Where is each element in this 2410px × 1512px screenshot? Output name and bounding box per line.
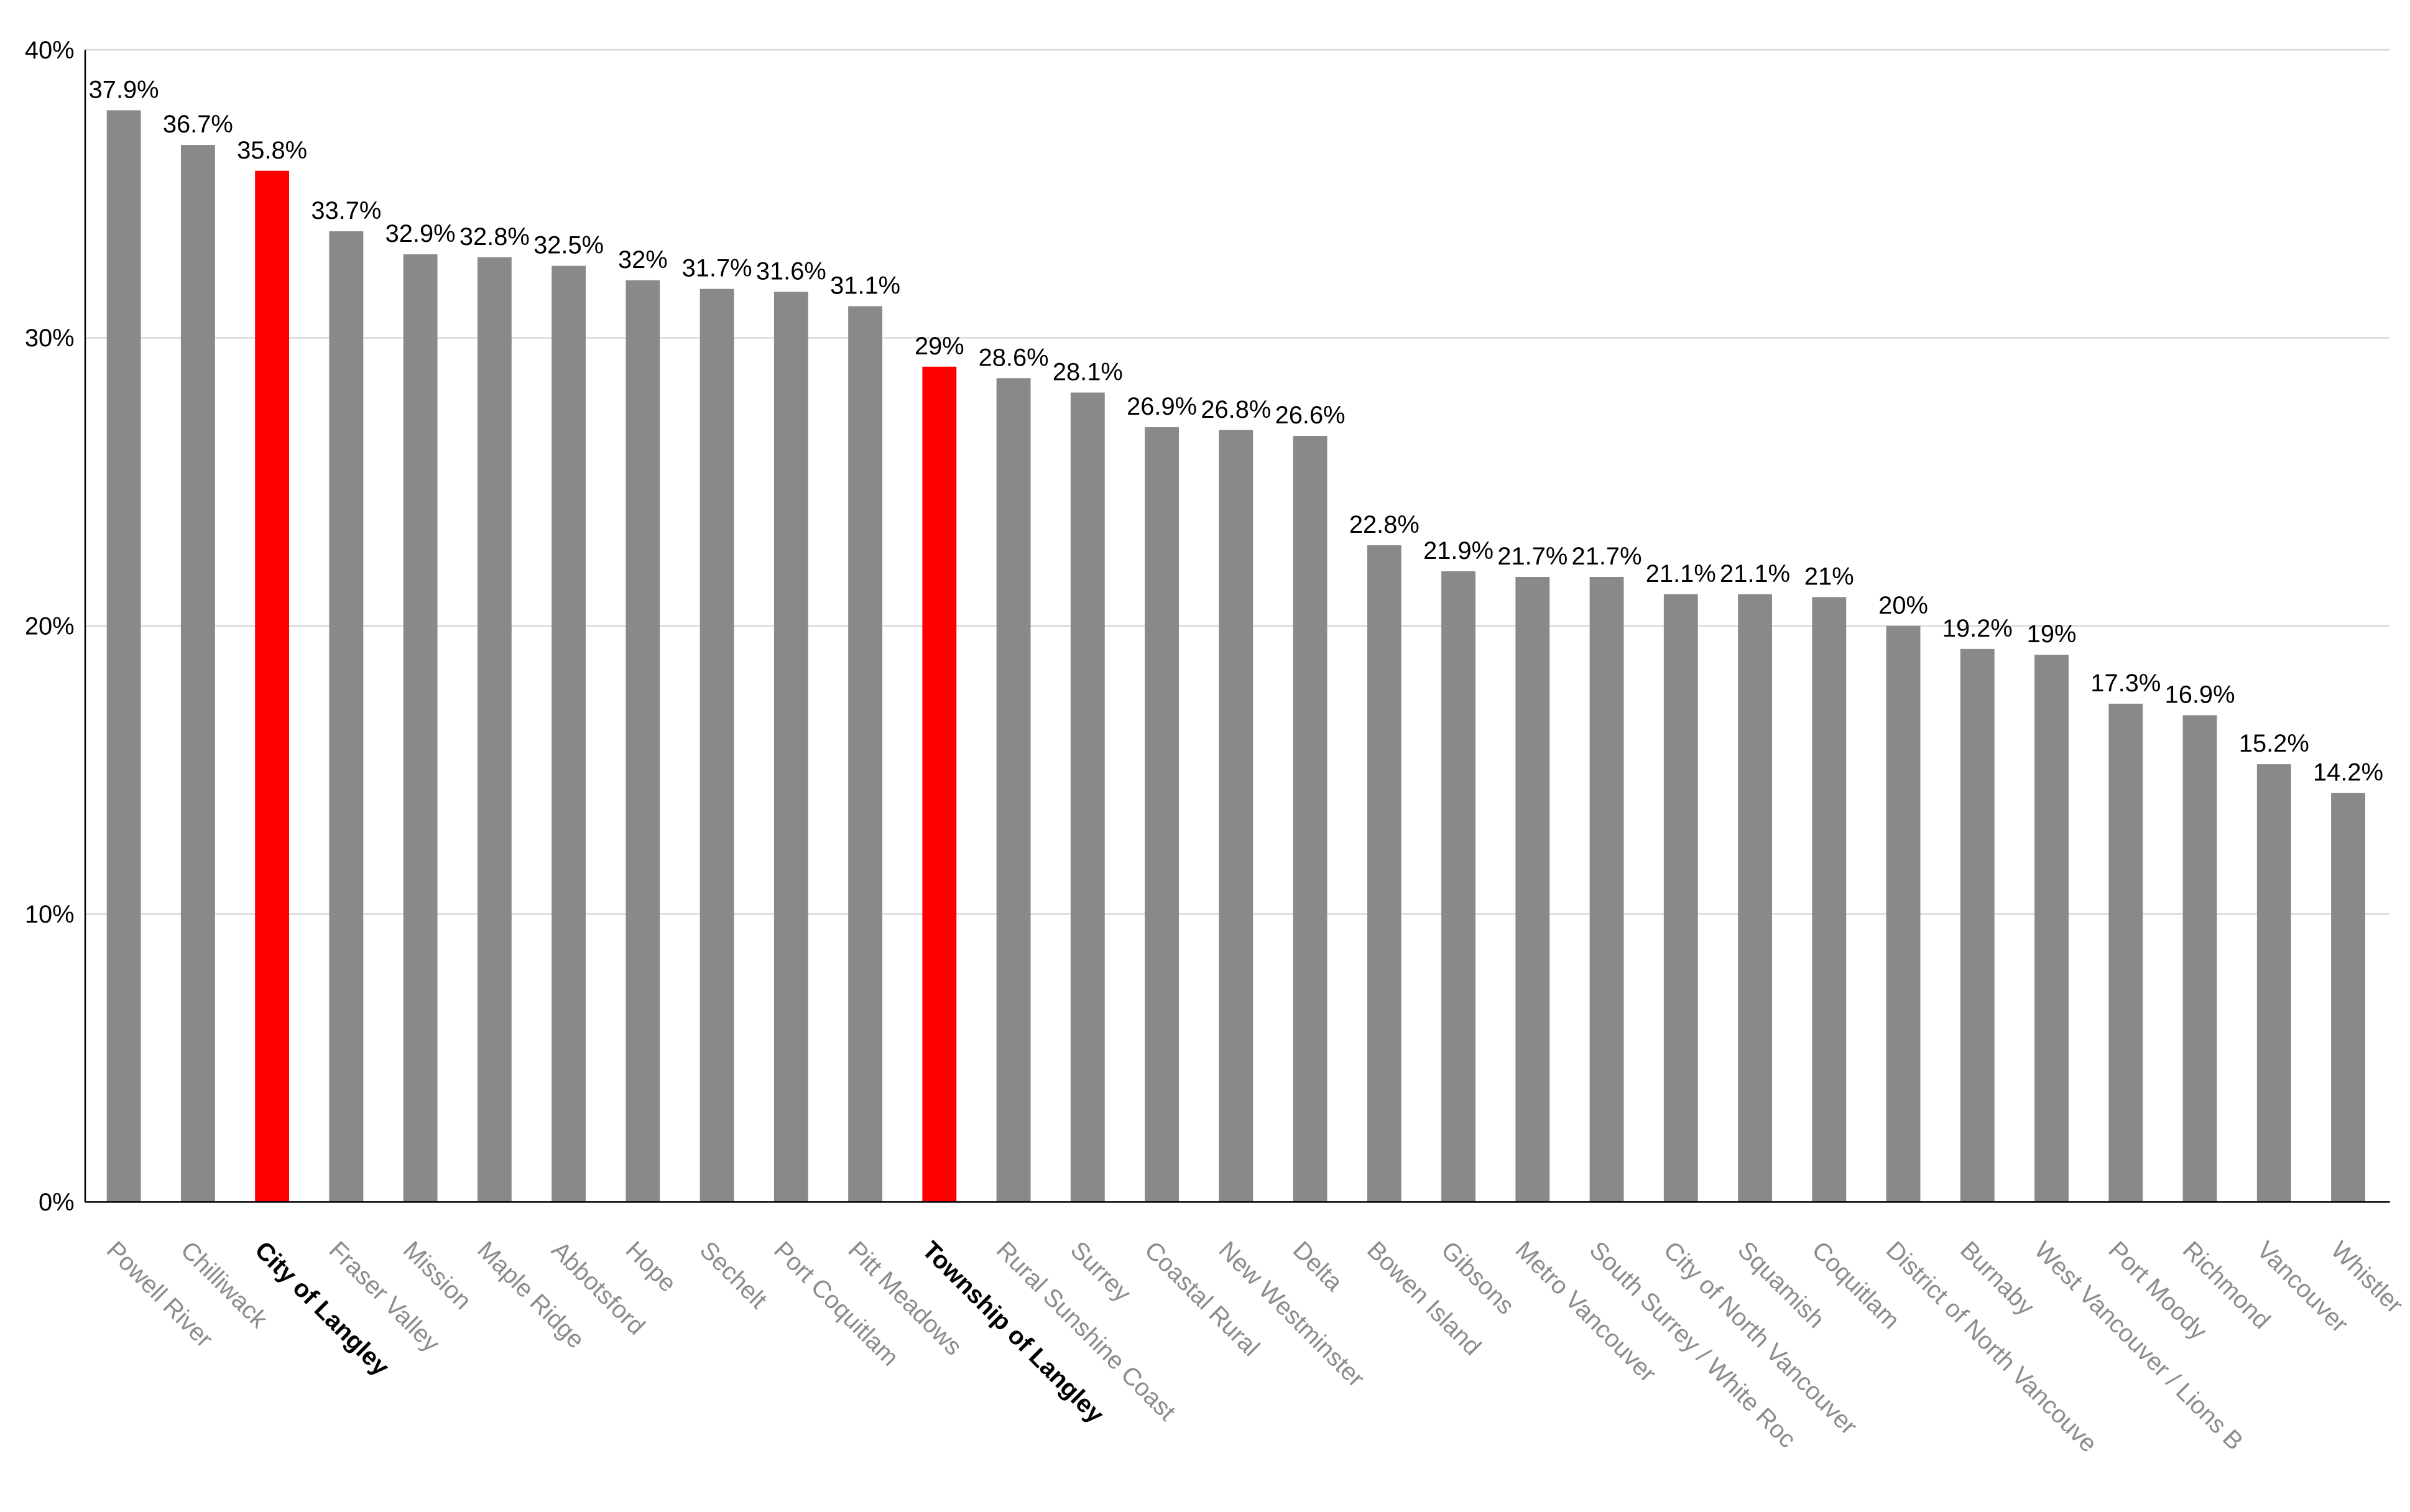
bar-coquitlam: [1812, 597, 1847, 1202]
data-label-city-of-north-vancouver: 21.1%: [1646, 560, 1716, 588]
bar-sechelt: [699, 288, 734, 1202]
bar-south-surrey-white-roc: [1589, 576, 1624, 1202]
bar-richmond: [2182, 715, 2217, 1202]
y-tick-label-10: 10%: [25, 901, 75, 928]
data-label-whistler: 14.2%: [2313, 759, 2383, 786]
data-label-richmond: 16.9%: [2165, 681, 2235, 708]
bar-gibsons: [1441, 571, 1475, 1202]
data-label-west-vancouver-lions-b: 19%: [2027, 620, 2077, 648]
bars: [106, 110, 2365, 1202]
bar-rural-sunshine-coast: [996, 378, 1031, 1202]
bar-whistler: [2331, 793, 2365, 1202]
data-label-city-of-langley: 35.8%: [237, 137, 307, 164]
data-label-port-coquitlam: 31.6%: [756, 257, 826, 285]
bar-powell-river: [106, 110, 141, 1202]
data-label-powell-river: 37.9%: [89, 76, 159, 103]
data-label-abbotsford: 32.5%: [533, 232, 604, 259]
y-tick-label-0: 0%: [39, 1189, 75, 1216]
bar-port-coquitlam: [773, 292, 808, 1202]
data-label-bowen-island: 22.8%: [1349, 511, 1420, 538]
data-label-pitt-meadows: 31.1%: [830, 272, 900, 300]
data-label-gibsons: 21.9%: [1423, 537, 1494, 565]
data-label-surrey: 28.1%: [1053, 359, 1123, 386]
data-label-hope: 32%: [618, 246, 668, 274]
data-label-squamish: 21.1%: [1720, 560, 1790, 588]
bar-metro-vancouver: [1515, 576, 1550, 1202]
y-tick-label-30: 30%: [25, 325, 75, 352]
bar-west-vancouver-lions-b: [2034, 655, 2069, 1202]
bar-city-of-north-vancouver: [1663, 594, 1698, 1202]
y-tick-label-20: 20%: [25, 612, 75, 640]
bar-coastal-rural: [1145, 427, 1179, 1202]
bar-abbotsford: [552, 265, 586, 1202]
bar-fraser-valley: [329, 231, 364, 1202]
data-label-district-of-north-vancouve: 20%: [1878, 592, 1928, 619]
bar-surrey: [1070, 392, 1105, 1202]
bar-vancouver: [2256, 764, 2291, 1202]
bar-delta: [1293, 435, 1327, 1202]
bar-chilliwack: [180, 145, 215, 1202]
data-label-south-surrey-white-roc: 21.7%: [1572, 543, 1642, 570]
y-tick-label-40: 40%: [25, 37, 75, 64]
data-label-mission: 32.9%: [386, 220, 456, 247]
data-label-metro-vancouver: 21.7%: [1497, 543, 1567, 570]
data-label-vancouver: 15.2%: [2239, 730, 2309, 757]
data-labels: 37.9%36.7%35.8% 33.7%32.9% 32.8% 32.5% 32% 31…: [89, 76, 2383, 786]
y-axis-tick-labels: 0% 10% 20% 30% 40%: [25, 37, 75, 1216]
data-label-delta: 26.6%: [1275, 402, 1346, 429]
bar-city-of-langley: [255, 170, 290, 1202]
data-label-rural-sunshine-coast: 28.6%: [979, 344, 1049, 371]
bar-new-westminster: [1219, 430, 1253, 1202]
data-label-port-moody: 17.3%: [2090, 670, 2161, 697]
bar-bowen-island: [1367, 545, 1401, 1202]
data-label-new-westminster: 26.8%: [1201, 396, 1271, 423]
bar-township-of-langley: [922, 366, 957, 1202]
bar-squamish: [1738, 594, 1772, 1202]
data-label-fraser-valley: 33.7%: [311, 197, 381, 224]
bar-maple-ridge: [477, 257, 512, 1202]
bar-pitt-meadows: [848, 306, 883, 1202]
data-label-burnaby: 19.2%: [1942, 615, 2013, 642]
data-label-township-of-langley: 29%: [915, 333, 964, 360]
data-label-maple-ridge: 32.8%: [459, 223, 530, 251]
bar-port-moody: [2108, 703, 2143, 1202]
bar-burnaby: [1960, 648, 1995, 1202]
bar-mission: [403, 254, 438, 1202]
data-label-coquitlam: 21%: [1804, 563, 1854, 590]
data-label-chilliwack: 36.7%: [163, 111, 233, 138]
bar-district-of-north-vancouve: [1886, 625, 1921, 1202]
bar-hope: [626, 280, 660, 1202]
data-label-coastal-rural: 26.9%: [1127, 393, 1197, 420]
data-label-sechelt: 31.7%: [682, 255, 752, 282]
